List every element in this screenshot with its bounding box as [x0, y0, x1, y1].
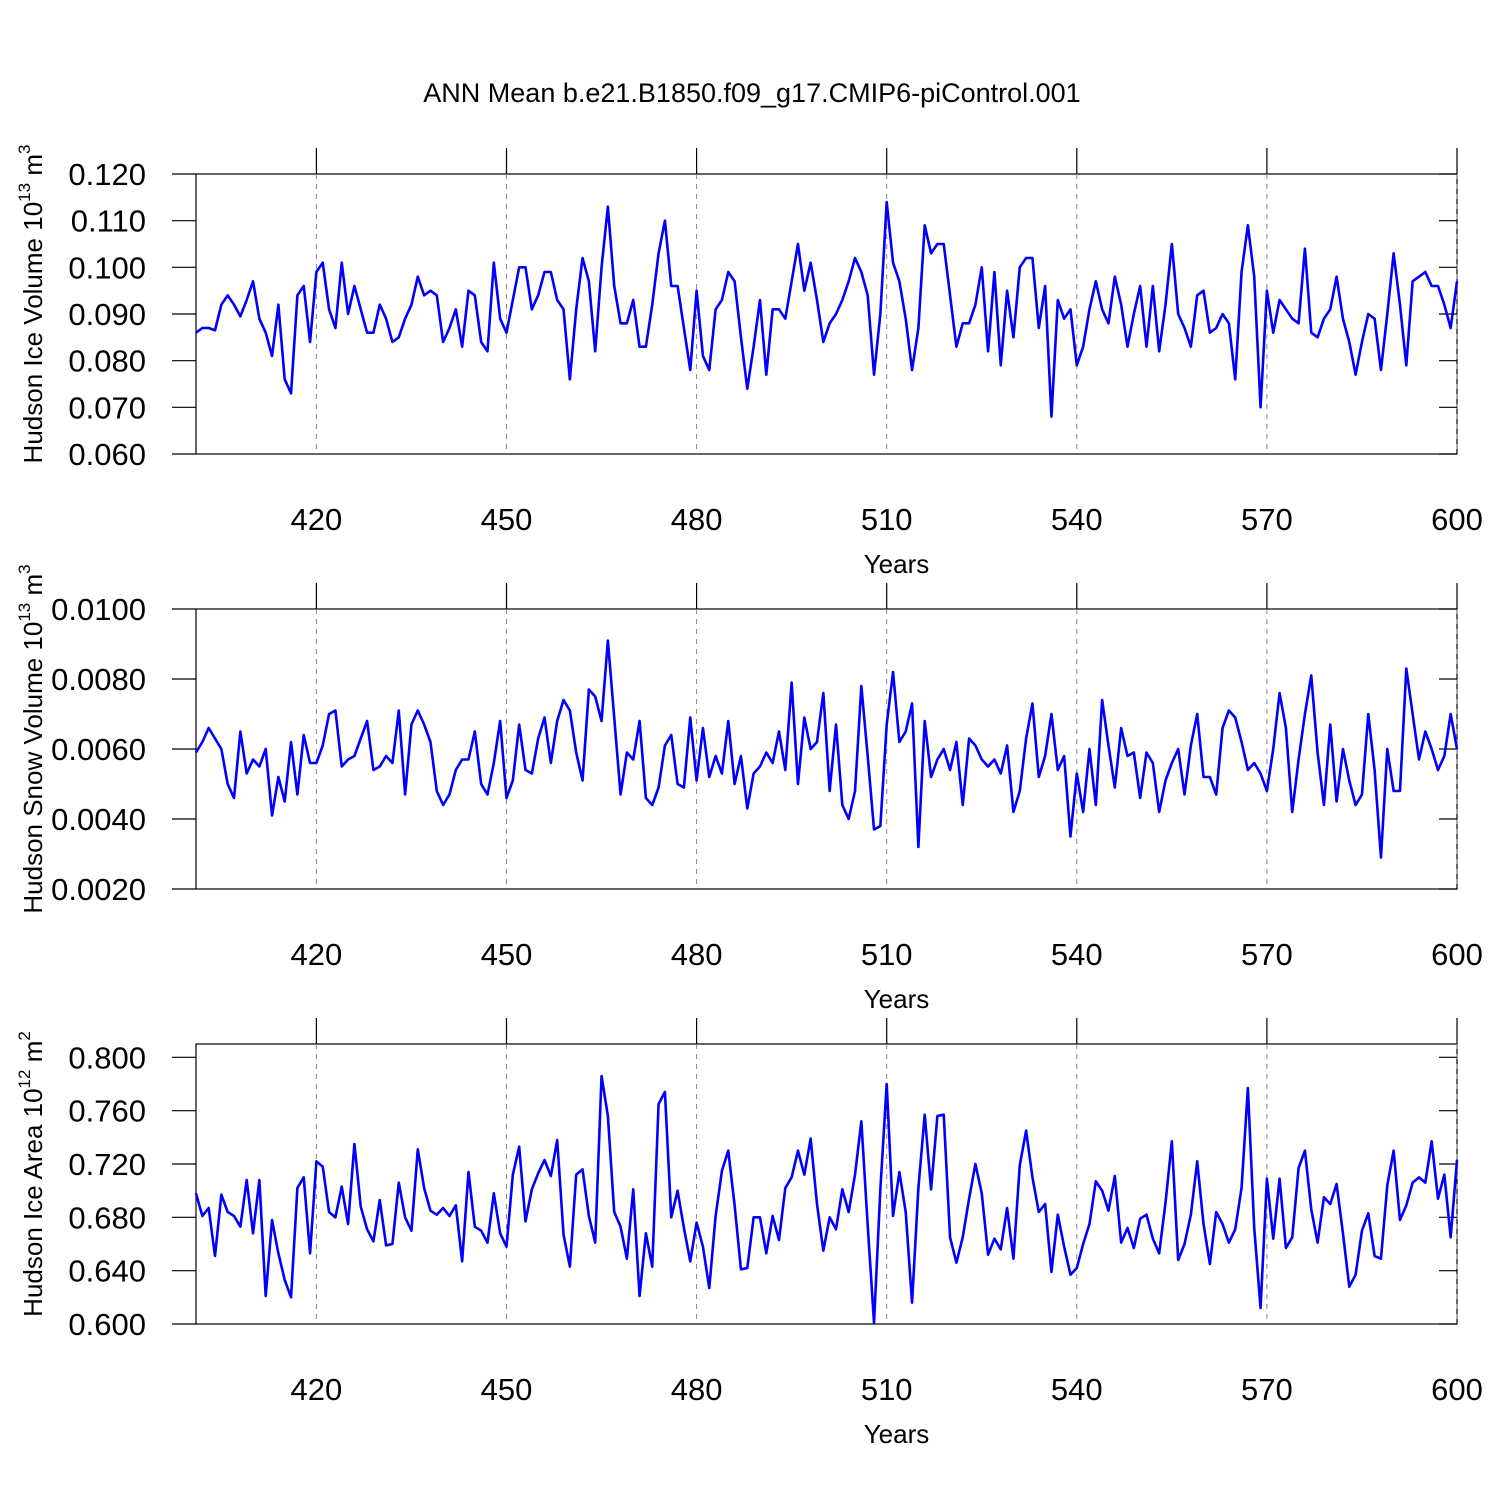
y-tick-label: 0.760	[68, 1094, 146, 1129]
x-tick-label: 510	[861, 937, 913, 972]
y-tick-label: 0.680	[68, 1200, 146, 1235]
y-axis-label-superscript: 13	[15, 603, 34, 622]
y-axis-label-part: m	[18, 1041, 48, 1070]
x-tick-label: 540	[1051, 937, 1103, 972]
y-axis-label-part: Hudson Ice Volume 10	[18, 202, 48, 464]
x-tick-label: 510	[861, 502, 913, 537]
x-tick-label: 570	[1241, 937, 1293, 972]
y-tick-label: 0.720	[68, 1147, 146, 1182]
y-axis-label: Hudson Ice Area 1012 m2	[15, 1031, 48, 1317]
y-tick-label: 0.080	[68, 344, 146, 379]
data-line	[194, 639, 1459, 859]
y-tick-label: 0.100	[68, 250, 146, 285]
y-axis-label-part: Hudson Ice Area 10	[18, 1088, 48, 1316]
y-axis-label: Hudson Snow Volume 1013 m3	[15, 564, 48, 913]
x-tick-label: 420	[291, 502, 343, 537]
data-line	[194, 1074, 1459, 1324]
y-tick-label: 0.120	[68, 157, 146, 192]
x-tick-label: 540	[1051, 1372, 1103, 1407]
x-tick-label: 600	[1431, 1372, 1483, 1407]
y-tick-label: 0.0020	[51, 872, 146, 907]
x-axis-label: Years	[864, 1419, 930, 1449]
x-tick-label: 450	[481, 1372, 533, 1407]
x-tick-label: 480	[671, 937, 723, 972]
x-axis-label: Years	[864, 984, 930, 1014]
y-axis-label-superscript: 3	[15, 564, 34, 573]
x-axis-label: Years	[864, 549, 930, 579]
x-tick-label: 570	[1241, 1372, 1293, 1407]
y-axis-label-superscript: 2	[15, 1031, 34, 1040]
x-tick-label: 450	[481, 502, 533, 537]
y-tick-label: 0.600	[68, 1307, 146, 1342]
x-tick-label: 600	[1431, 502, 1483, 537]
y-tick-label: 0.640	[68, 1254, 146, 1289]
y-tick-label: 0.0080	[51, 662, 146, 697]
y-tick-label: 0.110	[71, 204, 146, 239]
y-axis-label-superscript: 13	[15, 183, 34, 202]
y-tick-label: 0.090	[68, 297, 146, 332]
y-axis-label-part: m	[18, 574, 48, 603]
x-tick-label: 570	[1241, 502, 1293, 537]
y-axis-label-superscript: 12	[15, 1070, 34, 1089]
x-tick-label: 480	[671, 1372, 723, 1407]
y-tick-label: 0.0100	[51, 592, 146, 627]
y-tick-label: 0.800	[68, 1040, 146, 1075]
y-tick-label: 0.0040	[51, 802, 146, 837]
data-line	[195, 200, 1459, 418]
x-tick-label: 420	[291, 1372, 343, 1407]
x-tick-label: 600	[1431, 937, 1483, 972]
x-tick-label: 540	[1051, 502, 1103, 537]
y-axis-label-part: m	[18, 154, 48, 183]
x-tick-label: 450	[481, 937, 533, 972]
x-tick-label: 510	[861, 1372, 913, 1407]
y-axis-label-part: Hudson Snow Volume 10	[18, 622, 48, 914]
y-tick-label: 0.070	[68, 390, 146, 425]
chart-title: ANN Mean b.e21.B1850.f09_g17.CMIP6-piCon…	[423, 78, 1080, 108]
y-tick-label: 0.0060	[51, 732, 146, 767]
y-axis-label: Hudson Ice Volume 1013 m3	[15, 145, 48, 464]
y-axis-label-superscript: 3	[15, 145, 34, 154]
y-tick-label: 0.060	[68, 437, 146, 472]
x-tick-label: 420	[291, 937, 343, 972]
x-tick-label: 480	[671, 502, 723, 537]
